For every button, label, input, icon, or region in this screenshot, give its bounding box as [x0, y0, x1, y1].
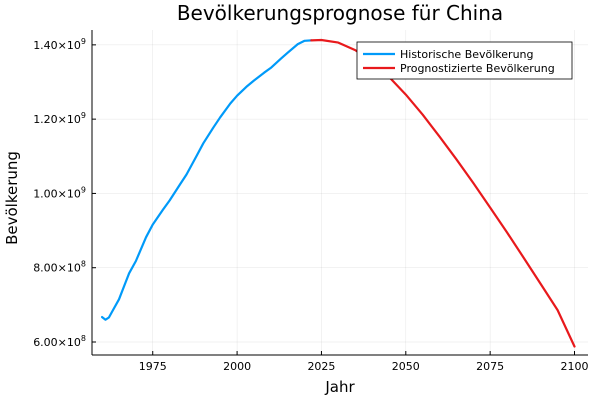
legend-label: Historische Bevölkerung	[400, 48, 534, 61]
x-tick-label: 1975	[139, 360, 167, 373]
y-tick-label: 8.00×108	[33, 260, 86, 275]
y-axis-label: Bevölkerung	[3, 151, 21, 245]
axes: 1975 2000 2025 2050 2075 2100 6.00×108 8.00×108…	[33, 30, 589, 373]
y-tick-label: 1.40×109	[33, 37, 86, 52]
series-line-historical	[100, 39, 313, 321]
y-tick-label: 6.00×108	[33, 334, 86, 349]
x-tick-label: 2025	[307, 360, 335, 373]
x-tick-label: 2000	[223, 360, 251, 373]
x-tick-label: 2100	[561, 360, 589, 373]
legend-box	[356, 41, 573, 80]
x-tick-label: 2075	[476, 360, 504, 373]
grid	[92, 30, 588, 355]
series-layer	[100, 38, 576, 348]
y-tick-label: 1.20×109	[33, 111, 86, 126]
legend-label: Prognostizierte Bevölkerung	[400, 62, 555, 75]
y-tick-label: 1.00×109	[33, 185, 86, 200]
x-axis-label: Jahr	[324, 378, 355, 396]
chart-title: Bevölkerungsprognose für China	[177, 1, 503, 25]
x-tick-label: 2050	[392, 360, 420, 373]
series-line-projected	[310, 38, 576, 348]
